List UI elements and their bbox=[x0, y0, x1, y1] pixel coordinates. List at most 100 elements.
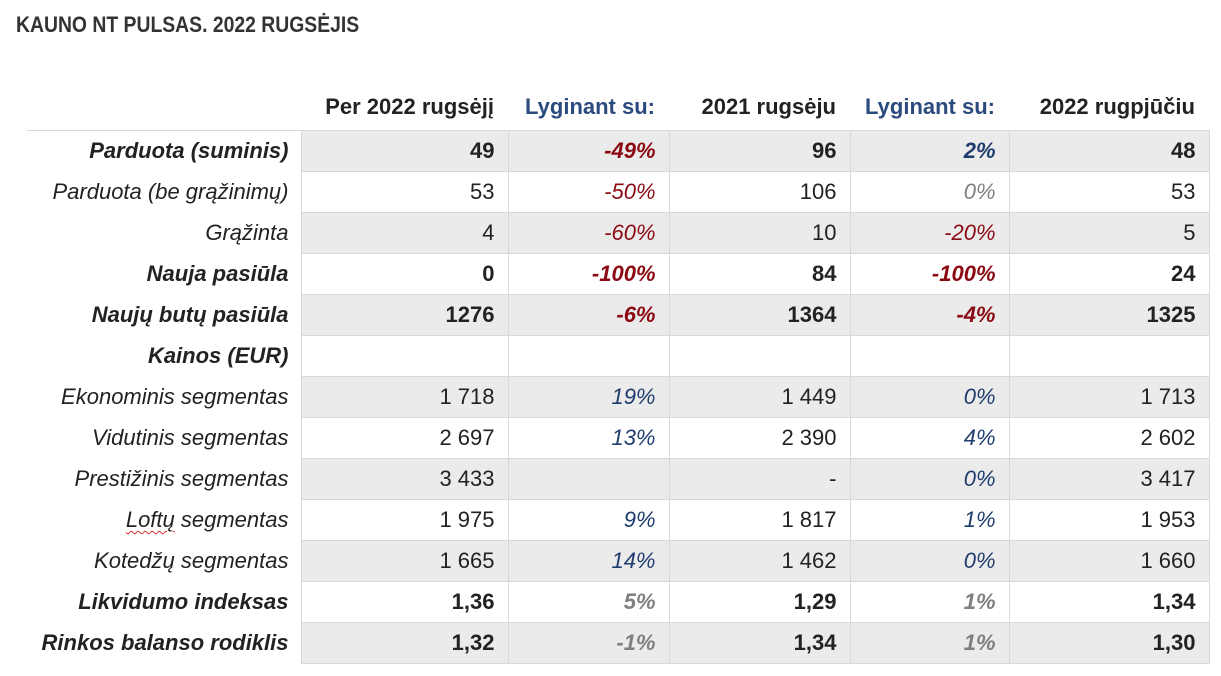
row-label: Likvidumo indeksas bbox=[78, 589, 289, 614]
change-vs-last-month: 0% bbox=[849, 540, 1010, 582]
table-row: Rinkos balanso rodiklis 1,32 -1% 1,34 1%… bbox=[27, 622, 1210, 664]
change-vs-last-year: 14% bbox=[507, 540, 670, 582]
table-row: Kainos (EUR) bbox=[27, 335, 1210, 377]
change-vs-last-year: 19% bbox=[507, 376, 670, 418]
row-label-part: segmentas bbox=[174, 507, 289, 532]
value-current: 49 bbox=[300, 130, 509, 172]
change-vs-last-year: 13% bbox=[507, 417, 670, 459]
change-vs-last-month: 0% bbox=[849, 376, 1010, 418]
table-row: Vidutinis segmentas 2 697 13% 2 390 4% 2… bbox=[27, 417, 1210, 459]
change-vs-last-year: -50% bbox=[507, 171, 670, 213]
value-last-month: 1 953 bbox=[1008, 499, 1210, 541]
value-last-month: 24 bbox=[1008, 253, 1210, 295]
value-last-year: 1 449 bbox=[668, 376, 851, 418]
table-row: Parduota (be grąžinimų) 53 -50% 106 0% 5… bbox=[27, 171, 1210, 213]
value-last-month: 53 bbox=[1008, 171, 1210, 213]
row-label: Naujų butų pasiūla bbox=[91, 302, 289, 327]
value-last-year: 1 462 bbox=[668, 540, 851, 582]
value-last-year: 1364 bbox=[668, 294, 851, 336]
value-last-year: 1 817 bbox=[668, 499, 851, 541]
value-current: 1,36 bbox=[300, 581, 509, 623]
change-vs-last-year: -1% bbox=[507, 622, 670, 664]
value-current: 2 697 bbox=[300, 417, 509, 459]
row-label: Vidutinis segmentas bbox=[92, 425, 289, 450]
value-last-month: 5 bbox=[1008, 212, 1210, 254]
value-last-month: 1 660 bbox=[1008, 540, 1210, 582]
row-label-part: Loftų bbox=[125, 507, 175, 532]
value-last-year: 10 bbox=[668, 212, 851, 254]
value-last-year: 106 bbox=[668, 171, 851, 213]
value-current: 1 975 bbox=[300, 499, 509, 541]
table-row: Loftų segmentas 1 975 9% 1 817 1% 1 953 bbox=[27, 499, 1210, 541]
change-vs-last-month: 4% bbox=[849, 417, 1010, 459]
row-label: Rinkos balanso rodiklis bbox=[41, 630, 289, 655]
row-label: Loftų segmentas bbox=[27, 500, 301, 541]
table-row: Parduota (suminis) 49 -49% 96 2% 48 bbox=[27, 130, 1210, 172]
change-vs-last-year: 9% bbox=[507, 499, 670, 541]
value-current: 1 718 bbox=[300, 376, 509, 418]
value-last-month: 48 bbox=[1008, 130, 1210, 172]
value-current: 1276 bbox=[300, 294, 509, 336]
value-last-month bbox=[1008, 335, 1210, 377]
value-last-year: - bbox=[668, 458, 851, 500]
value-last-month: 1,34 bbox=[1008, 581, 1210, 623]
value-last-month: 1,30 bbox=[1008, 622, 1210, 664]
change-vs-last-month: -4% bbox=[849, 294, 1010, 336]
value-current: 1,32 bbox=[300, 622, 509, 664]
value-last-year bbox=[668, 335, 851, 377]
value-last-month: 2 602 bbox=[1008, 417, 1210, 459]
header-period-last-year: 2021 rugsėju bbox=[669, 84, 850, 131]
header-compare-2: Lyginant su: bbox=[850, 84, 1009, 131]
table-row: Kotedžų segmentas 1 665 14% 1 462 0% 1 6… bbox=[27, 540, 1210, 582]
header-empty bbox=[27, 84, 301, 131]
change-vs-last-year bbox=[507, 458, 670, 500]
table-row: Nauja pasiūla 0 -100% 84 -100% 24 bbox=[27, 253, 1210, 295]
header-compare-1: Lyginant su: bbox=[508, 84, 669, 131]
value-last-month: 1325 bbox=[1008, 294, 1210, 336]
table-row: Grąžinta 4 -60% 10 -20% 5 bbox=[27, 212, 1210, 254]
table-row: Likvidumo indeksas 1,36 5% 1,29 1% 1,34 bbox=[27, 581, 1210, 623]
value-last-year: 2 390 bbox=[668, 417, 851, 459]
change-vs-last-month: 1% bbox=[849, 622, 1010, 664]
row-label: Parduota (be grąžinimų) bbox=[52, 179, 289, 204]
value-current: 53 bbox=[300, 171, 509, 213]
value-current: 3 433 bbox=[300, 458, 509, 500]
value-last-year: 1,29 bbox=[668, 581, 851, 623]
value-last-year: 1,34 bbox=[668, 622, 851, 664]
row-label: Nauja pasiūla bbox=[146, 261, 289, 286]
change-vs-last-month: -20% bbox=[849, 212, 1010, 254]
change-vs-last-year: -100% bbox=[507, 253, 670, 295]
change-vs-last-year bbox=[507, 335, 670, 377]
header-period-last-month: 2022 rugpjūčiu bbox=[1009, 84, 1209, 131]
row-label: Kainos (EUR) bbox=[147, 343, 289, 368]
row-label: Parduota (suminis) bbox=[89, 138, 289, 164]
change-vs-last-month: 1% bbox=[849, 499, 1010, 541]
table-row: Prestižinis segmentas 3 433 - 0% 3 417 bbox=[27, 458, 1210, 500]
value-current: 1 665 bbox=[300, 540, 509, 582]
row-label: Ekonominis segmentas bbox=[61, 384, 289, 409]
value-last-month: 3 417 bbox=[1008, 458, 1210, 500]
value-current: 4 bbox=[300, 212, 509, 254]
market-pulse-table: Per 2022 rugsėjį Lyginant su: 2021 rugsė… bbox=[27, 84, 1210, 664]
table-row: Naujų butų pasiūla 1276 -6% 1364 -4% 132… bbox=[27, 294, 1210, 336]
change-vs-last-month: 2% bbox=[849, 130, 1010, 172]
table-row: Ekonominis segmentas 1 718 19% 1 449 0% … bbox=[27, 376, 1210, 418]
change-vs-last-month: 1% bbox=[849, 581, 1010, 623]
change-vs-last-month: -100% bbox=[849, 253, 1010, 295]
change-vs-last-month bbox=[849, 335, 1010, 377]
row-label: Grąžinta bbox=[205, 220, 289, 245]
value-current: 0 bbox=[300, 253, 509, 295]
row-label: Prestižinis segmentas bbox=[74, 466, 289, 491]
change-vs-last-year: -6% bbox=[507, 294, 670, 336]
change-vs-last-year: -49% bbox=[507, 130, 670, 172]
header-period-current: Per 2022 rugsėjį bbox=[301, 84, 508, 131]
value-current bbox=[300, 335, 509, 377]
table-header-row: Per 2022 rugsėjį Lyginant su: 2021 rugsė… bbox=[27, 84, 1209, 131]
change-vs-last-month: 0% bbox=[849, 458, 1010, 500]
row-label: Kotedžų segmentas bbox=[94, 548, 289, 573]
change-vs-last-month: 0% bbox=[849, 171, 1010, 213]
value-last-year: 96 bbox=[668, 130, 851, 172]
page-title: KAUNO NT PULSAS. 2022 RUGSĖJIS bbox=[16, 12, 360, 37]
value-last-month: 1 713 bbox=[1008, 376, 1210, 418]
change-vs-last-year: -60% bbox=[507, 212, 670, 254]
